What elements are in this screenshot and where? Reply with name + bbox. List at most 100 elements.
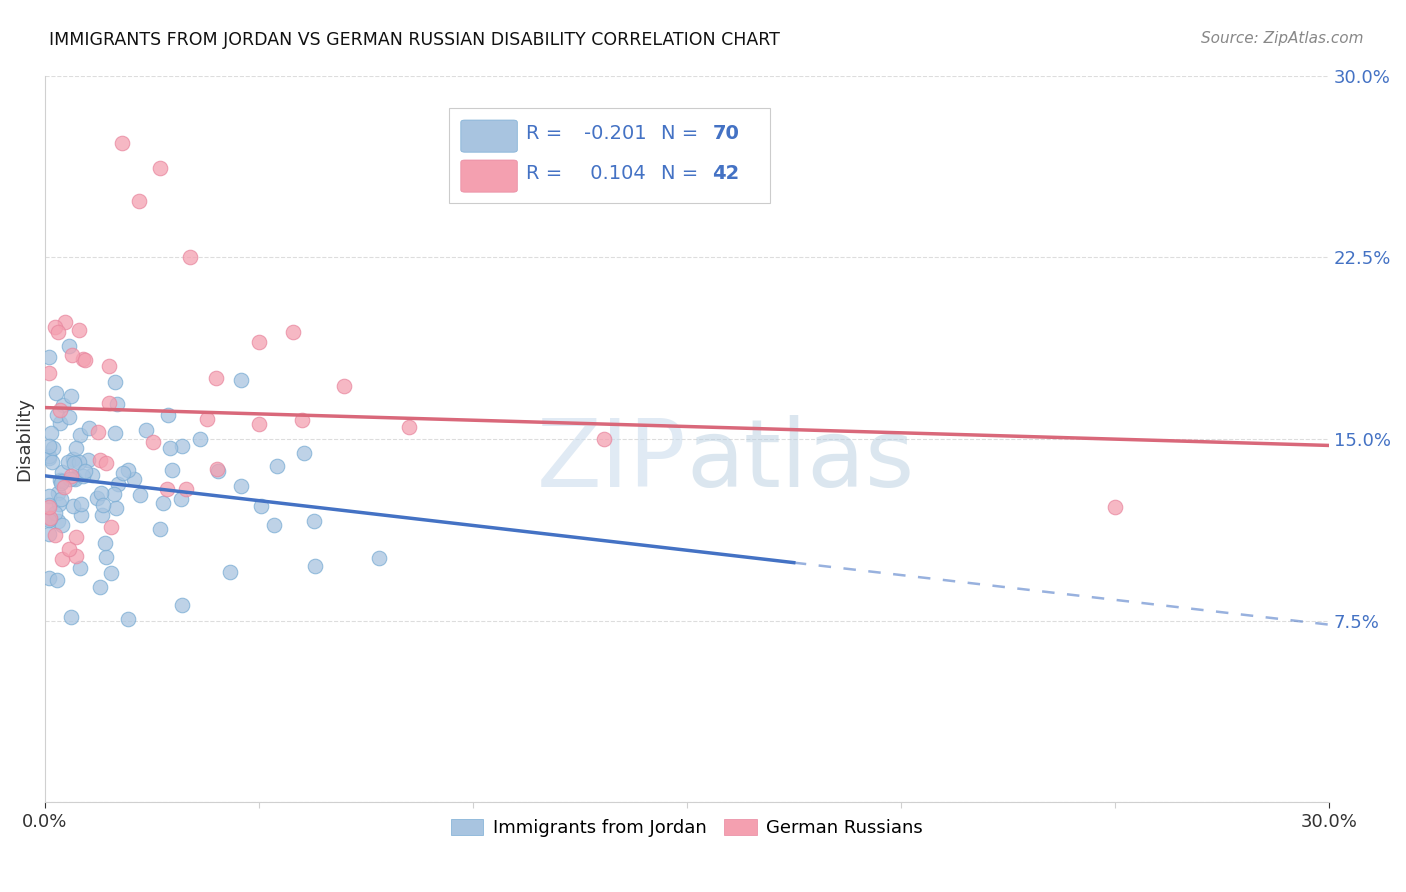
- Point: [207, 464, 229, 478]
- Point: [149, 161, 172, 175]
- Point: [593, 432, 616, 446]
- Point: [291, 412, 314, 426]
- Point: [58, 409, 80, 424]
- Text: N =: N =: [661, 164, 704, 183]
- Text: Source: ZipAtlas.com: Source: ZipAtlas.com: [1201, 31, 1364, 46]
- Point: [195, 412, 218, 426]
- Point: [104, 500, 127, 515]
- Point: [60, 610, 83, 624]
- Point: [152, 496, 174, 510]
- Point: [38, 367, 60, 381]
- Point: [38, 527, 60, 541]
- Point: [39, 511, 62, 525]
- Point: [46, 514, 69, 528]
- Point: [281, 325, 304, 339]
- Point: [247, 417, 270, 431]
- Point: [89, 453, 111, 467]
- Point: [51, 518, 73, 533]
- Point: [104, 375, 127, 389]
- Point: [46, 573, 69, 587]
- Point: [302, 514, 325, 528]
- Point: [45, 385, 67, 400]
- Point: [86, 491, 108, 505]
- Point: [142, 435, 165, 450]
- Point: [174, 482, 197, 496]
- Point: [73, 464, 96, 478]
- Point: [172, 439, 194, 453]
- Point: [65, 549, 87, 563]
- Point: [122, 472, 145, 486]
- Point: [263, 518, 285, 533]
- Point: [62, 470, 84, 484]
- Point: [49, 416, 72, 430]
- Point: [333, 378, 356, 392]
- Point: [107, 477, 129, 491]
- Point: [49, 475, 72, 490]
- Point: [65, 441, 87, 455]
- Point: [156, 482, 179, 496]
- Point: [60, 348, 83, 362]
- Point: [44, 507, 66, 521]
- Point: [94, 456, 117, 470]
- FancyBboxPatch shape: [450, 108, 770, 202]
- Y-axis label: Disability: Disability: [15, 397, 32, 481]
- Point: [38, 571, 60, 585]
- Point: [250, 499, 273, 513]
- Point: [100, 520, 122, 534]
- Point: [160, 463, 183, 477]
- Point: [111, 136, 134, 151]
- Point: [94, 549, 117, 564]
- Text: ZIP: ZIP: [537, 415, 686, 507]
- Point: [65, 530, 87, 544]
- Text: 0.104: 0.104: [583, 164, 645, 183]
- Text: R =: R =: [526, 124, 569, 143]
- Point: [38, 350, 60, 364]
- Text: R =: R =: [526, 164, 569, 183]
- Point: [62, 499, 84, 513]
- Point: [73, 352, 96, 367]
- Point: [58, 541, 80, 556]
- Point: [45, 409, 67, 423]
- Point: [38, 450, 60, 464]
- Point: [48, 497, 70, 511]
- Point: [128, 194, 150, 209]
- Point: [231, 479, 253, 493]
- Point: [100, 566, 122, 580]
- Point: [38, 450, 60, 465]
- Point: [51, 552, 73, 566]
- Point: [69, 496, 91, 510]
- Legend: Immigrants from Jordan, German Russians: Immigrants from Jordan, German Russians: [444, 812, 929, 844]
- Point: [38, 489, 60, 503]
- Point: [149, 523, 172, 537]
- Point: [128, 487, 150, 501]
- Point: [72, 468, 94, 483]
- Point: [117, 462, 139, 476]
- Point: [79, 421, 101, 435]
- Point: [159, 441, 181, 455]
- Point: [41, 455, 63, 469]
- Point: [179, 250, 201, 264]
- Point: [70, 508, 93, 522]
- Point: [62, 451, 84, 466]
- Point: [51, 465, 73, 479]
- Point: [103, 487, 125, 501]
- Point: [41, 442, 63, 456]
- Point: [46, 485, 69, 500]
- Point: [105, 396, 128, 410]
- FancyBboxPatch shape: [461, 120, 517, 153]
- Point: [46, 325, 69, 339]
- Point: [58, 339, 80, 353]
- Point: [39, 426, 62, 441]
- Point: [89, 580, 111, 594]
- Text: atlas: atlas: [686, 415, 915, 507]
- Point: [49, 474, 72, 488]
- Point: [38, 513, 60, 527]
- Point: [172, 598, 194, 612]
- Point: [218, 565, 240, 579]
- Point: [63, 473, 86, 487]
- Point: [52, 398, 75, 412]
- Point: [38, 498, 60, 512]
- FancyBboxPatch shape: [461, 160, 517, 192]
- Point: [72, 352, 94, 367]
- Point: [157, 408, 180, 422]
